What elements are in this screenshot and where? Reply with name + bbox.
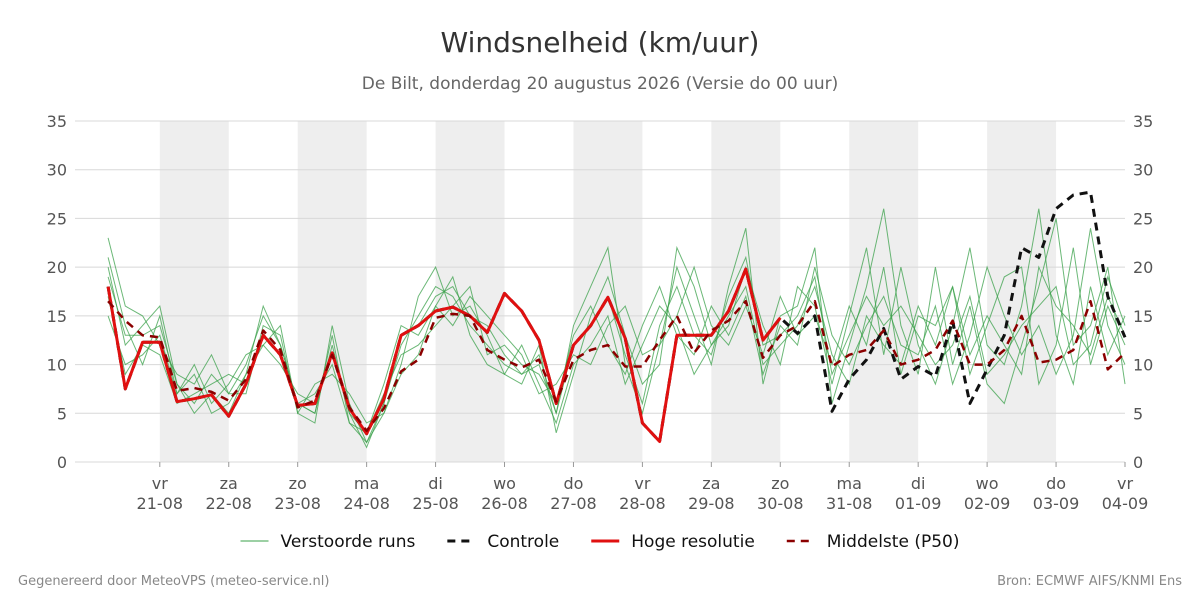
x-tick-day: di: [911, 474, 926, 493]
y-tick-label: 10: [47, 356, 67, 375]
footer-credit: Gegenereerd door MeteoVPS (meteo-service…: [18, 574, 329, 589]
legend-label: Controle: [487, 532, 559, 552]
legend-label: Middelste (P50): [827, 532, 960, 552]
y-tick-label: 20: [47, 258, 67, 277]
day-shade: [711, 121, 781, 462]
y-tick-label: 35: [47, 112, 67, 131]
y2-tick-label: 0: [1133, 453, 1143, 472]
day-shade: [297, 121, 367, 462]
x-tick-date: 23-08: [274, 494, 321, 513]
x-tick-date: 27-08: [550, 494, 597, 513]
x-tick-date: 31-08: [826, 494, 873, 513]
y2-tick-label: 35: [1133, 112, 1153, 131]
x-tick-day: za: [220, 474, 238, 493]
legend: Verstoorde runs Controle Hoge resolutie Mid…: [240, 532, 960, 552]
x-tick-date: 26-08: [481, 494, 528, 513]
y-tick-label: 0: [57, 453, 67, 472]
chart-subtitle: De Bilt, donderdag 20 augustus 2026 (Ver…: [362, 74, 839, 94]
footer-source: Bron: ECMWF AIFS/KNMI Ens: [997, 574, 1182, 589]
x-tick-day: vr: [634, 474, 650, 493]
x-tick-day: wo: [976, 474, 999, 493]
legend-label: Verstoorde runs: [281, 532, 416, 552]
x-tick-date: 28-08: [619, 494, 666, 513]
series-line: [106, 267, 782, 443]
y2-tick-label: 30: [1133, 161, 1153, 180]
legend-item: Hoge resolutie: [591, 532, 755, 552]
y2-tick-label: 20: [1133, 258, 1153, 277]
x-tick-day: do: [1046, 474, 1066, 493]
x-tick-day: vr: [1117, 474, 1133, 493]
y-tick-label: 30: [47, 161, 67, 180]
x-tick-date: 01-09: [895, 494, 942, 513]
y2-tick-label: 10: [1133, 356, 1153, 375]
legend-item: Verstoorde runs: [240, 532, 416, 552]
legend-item: Middelste (P50): [786, 532, 960, 552]
y-tick-label: 5: [57, 404, 67, 423]
x-tick-day: zo: [771, 474, 789, 493]
day-shade: [573, 121, 643, 462]
day-shade: [849, 121, 919, 462]
y-tick-label: 15: [47, 307, 67, 326]
y-tick-label: 25: [47, 209, 67, 228]
chart-title: Windsnelheid (km/uur): [441, 26, 760, 59]
x-tick-date: 21-08: [137, 494, 184, 513]
x-tick-day: ma: [837, 474, 862, 493]
ensemble-line: [107, 208, 1126, 444]
x-tick-date: 30-08: [757, 494, 804, 513]
x-tick-date: 22-08: [205, 494, 252, 513]
legend-item: Controle: [447, 532, 559, 552]
y2-tick-label: 25: [1133, 209, 1153, 228]
x-tick-day: vr: [152, 474, 168, 493]
x-tick-day: wo: [493, 474, 516, 493]
x-tick-date: 04-09: [1102, 494, 1149, 513]
x-tick-day: do: [563, 474, 583, 493]
x-tick-date: 29-08: [688, 494, 735, 513]
day-shade: [435, 121, 505, 462]
day-shade: [159, 121, 229, 462]
x-tick-date: 25-08: [412, 494, 459, 513]
series-line: [107, 299, 1126, 433]
y2-tick-label: 15: [1133, 307, 1153, 326]
x-tick-day: ma: [354, 474, 379, 493]
x-tick-date: 02-09: [964, 494, 1011, 513]
x-tick-date: 24-08: [343, 494, 390, 513]
day-shade: [987, 121, 1057, 462]
x-tick-date: 03-09: [1033, 494, 1080, 513]
x-tick-day: zo: [289, 474, 307, 493]
ensemble-line: [107, 247, 1126, 434]
x-tick-day: za: [702, 474, 720, 493]
legend-label: Hoge resolutie: [631, 532, 755, 552]
y2-tick-label: 5: [1133, 404, 1143, 423]
x-tick-day: di: [428, 474, 443, 493]
